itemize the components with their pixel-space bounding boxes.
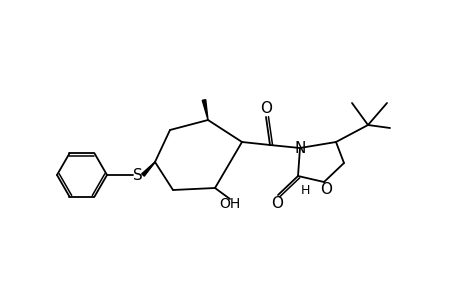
- Text: H: H: [300, 184, 309, 196]
- Text: O: O: [319, 182, 331, 197]
- Text: S: S: [133, 167, 143, 182]
- Polygon shape: [141, 162, 155, 176]
- Text: O: O: [259, 100, 271, 116]
- Polygon shape: [202, 100, 207, 120]
- Text: O: O: [270, 196, 282, 211]
- Text: N: N: [294, 140, 305, 155]
- Text: OH: OH: [219, 197, 240, 211]
